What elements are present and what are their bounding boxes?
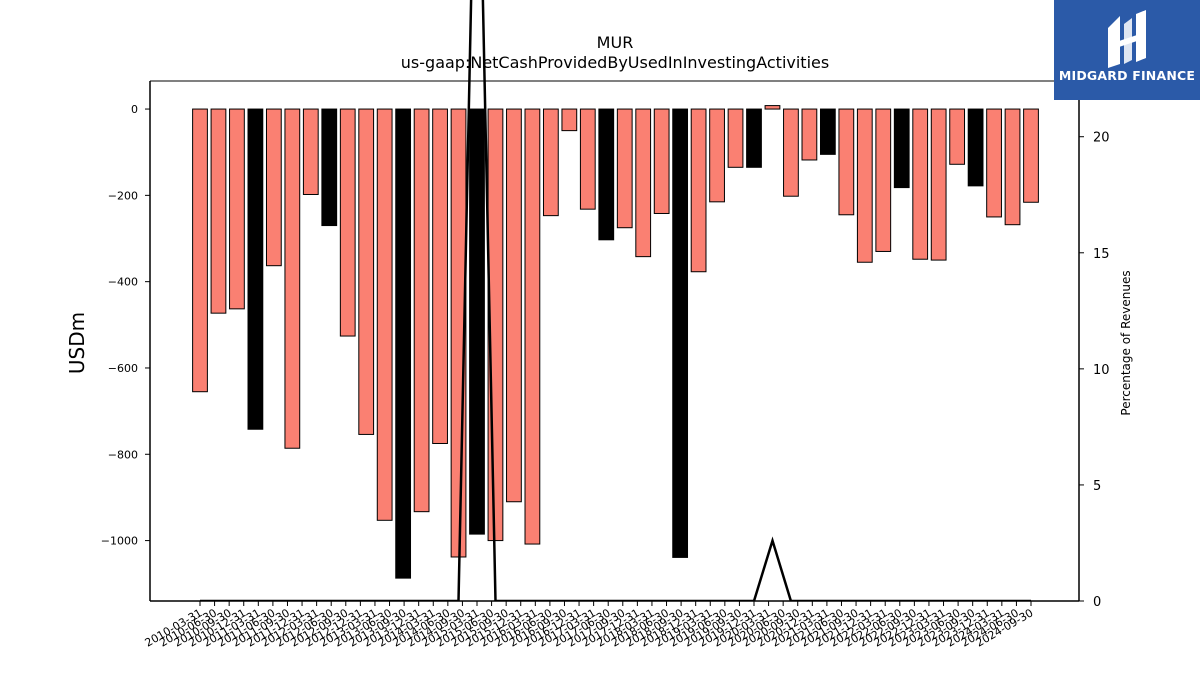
bar xyxy=(229,108,245,310)
midgard-logo-icon xyxy=(1108,10,1146,68)
bar xyxy=(413,108,430,513)
bar xyxy=(616,108,633,229)
y2-tick-label: 15 xyxy=(1093,247,1110,262)
y2-tick-label: 20 xyxy=(1093,131,1110,146)
y2-axis-label: Percentage of Revenues xyxy=(1119,270,1133,415)
bar xyxy=(949,108,966,165)
bar xyxy=(967,108,984,187)
chart-title: MUR xyxy=(597,33,634,52)
bar xyxy=(284,108,301,449)
bar xyxy=(930,108,947,261)
bar xyxy=(838,108,855,216)
bar xyxy=(339,108,356,337)
brand-logo: MIDGARD FINANCE xyxy=(1054,0,1200,100)
bar xyxy=(764,105,781,110)
bar xyxy=(561,108,578,132)
bar xyxy=(321,108,338,227)
bar xyxy=(395,108,412,579)
bar xyxy=(376,108,393,521)
bar xyxy=(635,108,652,258)
bar xyxy=(542,108,559,217)
bar xyxy=(893,108,910,189)
y2-tick-label: 10 xyxy=(1093,363,1110,378)
bar xyxy=(247,108,264,430)
bar xyxy=(801,108,818,161)
revenue-percent-line-group xyxy=(200,0,1031,601)
bar xyxy=(672,108,689,558)
chart-subtitle: us-gaap:NetCashProvidedByUsedInInvesting… xyxy=(401,53,829,72)
y-axis-label: USDm xyxy=(65,312,89,374)
bars-group xyxy=(192,105,1039,579)
bar xyxy=(432,108,448,444)
y-tick-label: −800 xyxy=(108,448,138,461)
bar xyxy=(986,108,1002,218)
revenue-percent-line xyxy=(200,0,1031,601)
y-tick-label: 0 xyxy=(131,103,138,116)
bar xyxy=(302,108,319,195)
y2-tick-label: 0 xyxy=(1093,595,1101,610)
bar xyxy=(1023,108,1039,203)
bar xyxy=(746,108,762,168)
logo-text: MIDGARD FINANCE xyxy=(1058,68,1196,83)
bar xyxy=(653,108,670,214)
y2-tick-label: 5 xyxy=(1093,479,1101,494)
bar xyxy=(192,108,208,393)
bar xyxy=(1004,108,1021,226)
axes-group: 0−200−400−600−800−1000051015202010-03-31… xyxy=(101,80,1110,650)
y-tick-label: −600 xyxy=(108,362,138,375)
bar xyxy=(709,108,725,203)
bar xyxy=(783,108,799,197)
bar xyxy=(358,108,375,435)
bar xyxy=(819,108,836,155)
bar xyxy=(598,108,615,241)
bar xyxy=(875,108,892,252)
bar xyxy=(690,108,707,273)
bar xyxy=(579,108,596,210)
y-tick-label: −200 xyxy=(108,189,138,202)
bar xyxy=(265,108,282,267)
y-tick-label: −1000 xyxy=(101,535,138,548)
bar xyxy=(727,108,744,168)
bar xyxy=(506,108,522,503)
bar xyxy=(912,108,929,260)
bar xyxy=(524,108,541,545)
bar xyxy=(856,108,873,263)
y-tick-label: −400 xyxy=(108,276,138,289)
bar xyxy=(469,108,485,535)
bar xyxy=(210,108,227,314)
